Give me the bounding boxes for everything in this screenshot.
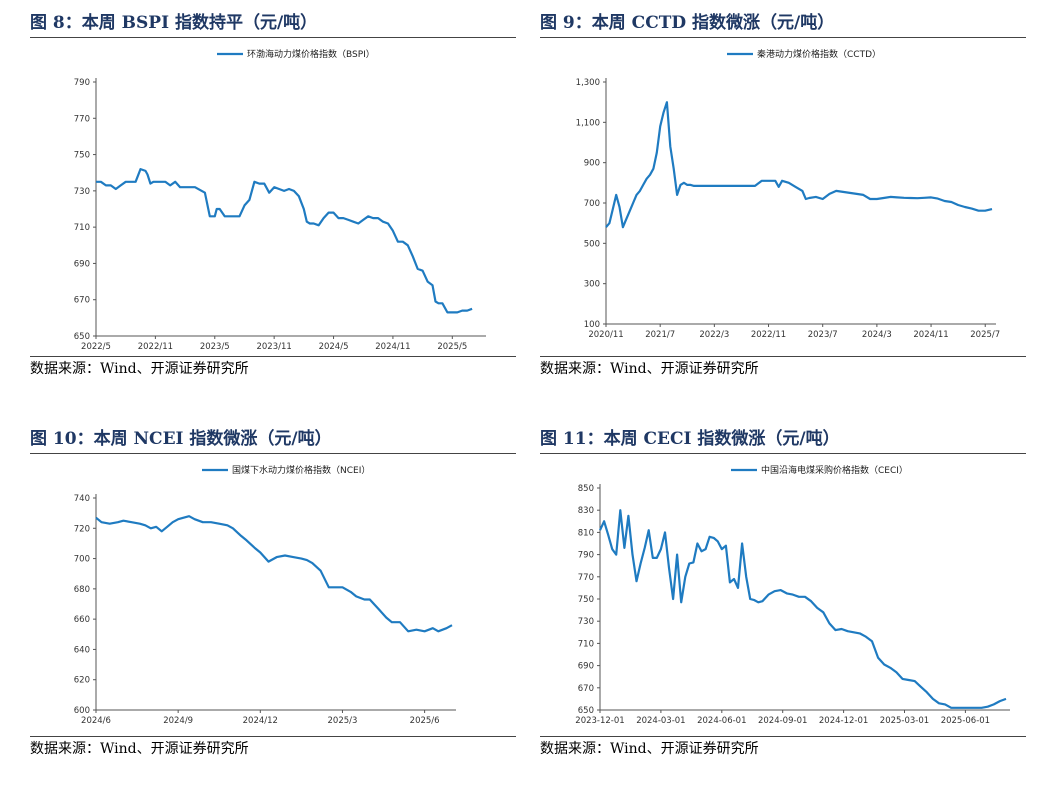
- series-line: [599, 509, 1007, 709]
- legend-label: 国煤下水动力煤价格指数（NCEI）: [232, 464, 370, 476]
- figure-11-source: 数据来源：Wind、开源证券研究所: [540, 741, 759, 757]
- x-tick-label: 2024/11: [375, 342, 410, 352]
- y-tick-label: 650: [74, 332, 90, 342]
- y-tick-label: 900: [584, 159, 600, 169]
- x-tick-label: 2024/3: [862, 330, 892, 340]
- x-tick-label: 2025-03-01: [880, 716, 929, 726]
- figure-11-chart-svg: 650 670 690 710 730 750 770 790 810 830 850 2023-12…: [575, 464, 1010, 726]
- y-tick-label: 500: [584, 239, 600, 249]
- series-line: [95, 515, 453, 633]
- figure-9-source: 数据来源：Wind、开源证券研究所: [540, 361, 759, 377]
- y-tick-label: 640: [74, 645, 90, 655]
- x-tick-label: 2024/11: [913, 330, 948, 340]
- figure-10-chart-svg: 600 620 640 660 680 700 720 740 2024/6 2024/9 2024…: [74, 464, 456, 726]
- figure-8-title: 图 8：本周 BSPI 指数持平（元/吨）: [30, 13, 318, 33]
- figure-10-bottom-rule: [30, 736, 516, 737]
- y-tick-label: 710: [74, 223, 90, 233]
- y-tick-label: 740: [74, 494, 90, 504]
- x-tick-label: 2020/11: [588, 330, 623, 340]
- y-tick-label: 770: [578, 573, 594, 583]
- x-tick-label: 2023-12-01: [575, 716, 624, 726]
- y-tick-label: 700: [584, 199, 600, 209]
- x-tick-label: 2024/6: [81, 716, 111, 726]
- figure-8-bottom-rule: [30, 356, 516, 357]
- x-tick-label: 2021/7: [645, 330, 675, 340]
- x-tick-label: 2025/7: [970, 330, 1000, 340]
- figure-10-chart: 600 620 640 660 680 700 720 740 2024/6 2024/9 2024…: [30, 456, 516, 736]
- y-tick-label: 660: [74, 615, 90, 625]
- y-tick-label: 750: [74, 151, 90, 161]
- y-tick-label: 790: [74, 78, 90, 88]
- figure-9-bottom-rule: [540, 356, 1026, 357]
- legend-label: 中国沿海电煤采购价格指数（CECI）: [761, 464, 908, 476]
- x-tick-label: 2025/6: [410, 716, 440, 726]
- y-tick-label: 720: [74, 524, 90, 534]
- y-tick-label: 600: [74, 706, 90, 716]
- x-tick-label: 2022/3: [699, 330, 729, 340]
- figure-10-title: 图 10：本周 NCEI 指数微涨（元/吨）: [30, 429, 332, 449]
- figure-10-source: 数据来源：Wind、开源证券研究所: [30, 741, 249, 757]
- y-tick-label: 700: [74, 555, 90, 565]
- x-tick-label: 2023/11: [256, 342, 291, 352]
- y-tick-label: 620: [74, 676, 90, 686]
- y-tick-label: 710: [578, 639, 594, 649]
- y-tick-label: 1,100: [576, 118, 600, 128]
- x-tick-label: 2024-03-01: [636, 716, 685, 726]
- y-tick-label: 1,300: [576, 78, 600, 88]
- y-tick-label: 690: [578, 662, 594, 672]
- x-tick-label: 2024/5: [319, 342, 349, 352]
- legend-label: 秦港动力煤价格指数（CCTD）: [757, 48, 881, 60]
- x-tick-label: 2024/9: [163, 716, 193, 726]
- figure-8-chart-svg: 650 670 690 710 730 750 770 790 2022/5 2022/11 202…: [74, 48, 486, 352]
- x-tick-label: 2022/5: [81, 342, 111, 352]
- y-tick-label: 730: [74, 187, 90, 197]
- series-line: [605, 101, 993, 229]
- y-tick-label: 690: [74, 259, 90, 269]
- x-tick-label: 2025/5: [437, 342, 467, 352]
- x-tick-label: 2025/3: [328, 716, 358, 726]
- y-tick-label: 100: [584, 320, 600, 330]
- x-tick-label: 2022/11: [138, 342, 173, 352]
- y-tick-label: 790: [578, 551, 594, 561]
- series-line: [96, 168, 473, 314]
- x-tick-label: 2025-06-01: [941, 716, 990, 726]
- x-tick-label: 2024/12: [243, 716, 278, 726]
- x-tick-label: 2023/7: [808, 330, 838, 340]
- y-tick-label: 850: [578, 484, 594, 494]
- figure-11-top-rule: [540, 453, 1026, 454]
- y-tick-label: 300: [584, 280, 600, 290]
- legend-label: 环渤海动力煤价格指数（BSPI）: [247, 48, 375, 60]
- y-tick-label: 670: [74, 296, 90, 306]
- figure-9-chart: 100 300 500 700 900 1,100 1,300 2020/11 2021/7 20…: [540, 40, 1026, 356]
- figure-11-bottom-rule: [540, 736, 1026, 737]
- x-tick-label: 2023/5: [200, 342, 230, 352]
- y-tick-label: 770: [74, 114, 90, 124]
- figure-9-top-rule: [540, 37, 1026, 38]
- x-tick-label: 2024-06-01: [697, 716, 746, 726]
- figure-10-top-rule: [30, 453, 516, 454]
- y-tick-label: 810: [578, 528, 594, 538]
- figure-8-source: 数据来源：Wind、开源证券研究所: [30, 361, 249, 377]
- figure-11-title: 图 11：本周 CECI 指数微涨（元/吨）: [540, 429, 840, 449]
- figure-8-chart: 650 670 690 710 730 750 770 790 2022/5 2022/11 202…: [30, 40, 516, 356]
- figure-9-chart-svg: 100 300 500 700 900 1,100 1,300 2020/11 2021/7 20…: [576, 48, 1001, 340]
- x-tick-label: 2022/11: [751, 330, 786, 340]
- y-tick-label: 680: [74, 585, 90, 595]
- y-tick-label: 650: [578, 706, 594, 716]
- figure-11-chart: 650 670 690 710 730 750 770 790 810 830 850 2023-12…: [540, 456, 1026, 736]
- x-tick-label: 2024-12-01: [819, 716, 868, 726]
- figure-8-top-rule: [30, 37, 516, 38]
- x-tick-label: 2024-09-01: [758, 716, 807, 726]
- y-tick-label: 750: [578, 595, 594, 605]
- figure-9-title: 图 9：本周 CCTD 指数微涨（元/吨）: [540, 13, 835, 33]
- y-tick-label: 830: [578, 506, 594, 516]
- y-tick-label: 730: [578, 617, 594, 627]
- y-tick-label: 670: [578, 684, 594, 694]
